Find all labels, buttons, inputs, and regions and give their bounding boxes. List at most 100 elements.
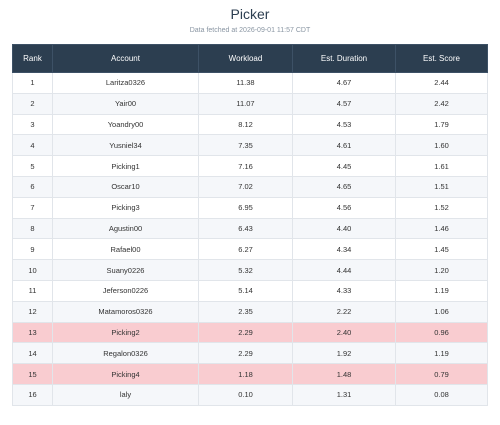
table-cell: Oscar10	[52, 175, 199, 198]
table-cell: Picking1	[52, 155, 199, 177]
table-cell: 4.33	[292, 279, 396, 302]
table-cell: Matamoros0326	[52, 300, 199, 323]
table-cell: 5.14	[198, 279, 293, 302]
table-row: 4 Yusniel34 7.35 4.61 1.60	[12, 134, 488, 157]
page: Picker Data fetched at 2026-09-01 11:57 …	[0, 6, 500, 425]
table-cell: 4	[12, 134, 53, 157]
table-row: 13 Picking2 2.29 2.40 0.96	[12, 321, 488, 344]
table-cell: 1.46	[395, 217, 488, 240]
table-cell: 1.79	[395, 113, 488, 136]
table-cell: 6	[12, 175, 53, 198]
table-cell: 1.61	[395, 155, 488, 177]
table-cell: 7.16	[198, 155, 293, 177]
table-cell: 0.79	[395, 363, 488, 385]
table-cell: 4.53	[292, 113, 396, 136]
table-cell: 0.10	[198, 383, 293, 406]
table-cell: 7	[12, 196, 53, 219]
table-cell: 1.06	[395, 300, 488, 323]
table-cell: 1.19	[395, 342, 488, 365]
table-row: 8 Agustin00 6.43 4.40 1.46	[12, 217, 488, 240]
page-subtitle: Data fetched at 2026-09-01 11:57 CDT	[189, 27, 311, 34]
table-row: 5 Picking1 7.16 4.45 1.61	[12, 155, 488, 177]
table-row: 2 Yair00 11.07 4.57 2.42	[12, 92, 488, 115]
table-cell: 6.95	[198, 196, 293, 219]
table-cell: Picking2	[52, 321, 199, 344]
table-cell: 4.57	[292, 92, 396, 115]
table-cell: 6.27	[198, 238, 293, 261]
table-row: 6 Oscar10 7.02 4.65 1.51	[12, 175, 488, 198]
table-cell: laly	[52, 383, 199, 406]
table-cell: 10	[12, 259, 53, 281]
table-cell: 13	[12, 321, 53, 344]
table-cell: 4.45	[292, 155, 396, 177]
table-cell: 11.07	[198, 92, 293, 115]
table-cell: 1.52	[395, 196, 488, 219]
table-cell: 7.02	[198, 175, 293, 198]
table-cell: 16	[12, 383, 53, 406]
column-header: Workload	[198, 44, 293, 73]
table-row: 14 Regalon0326 2.29 1.92 1.19	[12, 342, 488, 365]
table-cell: 0.08	[395, 383, 488, 406]
table-cell: Suany0226	[52, 259, 199, 281]
table-cell: 2.22	[292, 300, 396, 323]
table-cell: 0.96	[395, 321, 488, 344]
table-cell: 4.34	[292, 238, 396, 261]
table-cell: Yusniel34	[52, 134, 199, 157]
table-cell: Picking3	[52, 196, 199, 219]
table-cell: 4.44	[292, 259, 396, 281]
table-cell: 4.61	[292, 134, 396, 157]
table-cell: 3	[12, 113, 53, 136]
table-cell: 4.65	[292, 175, 396, 198]
table-row: 10 Suany0226 5.32 4.44 1.20	[12, 259, 488, 281]
table-row: 7 Picking3 6.95 4.56 1.52	[12, 196, 488, 219]
table-cell: 1.19	[395, 279, 488, 302]
table-cell: Rafael00	[52, 238, 199, 261]
column-header: Rank	[12, 44, 53, 73]
table-row: 9 Rafael00 6.27 4.34 1.45	[12, 238, 488, 261]
table-row: 11 Jeferson0226 5.14 4.33 1.19	[12, 279, 488, 302]
table-cell: Yair00	[52, 92, 199, 115]
table-cell: 12	[12, 300, 53, 323]
table-cell: Laritza0326	[52, 72, 199, 94]
table-cell: 2.44	[395, 72, 488, 94]
table-cell: 15	[12, 363, 53, 385]
header-row: Rank Account Workload Est. Duration Est. Sco…	[12, 44, 488, 73]
table-cell: 9	[12, 238, 53, 261]
data-table: Rank Account Workload Est. Duration Est. Sco…	[12, 44, 488, 406]
table-cell: 2	[12, 92, 53, 115]
table-cell: 1.20	[395, 259, 488, 281]
table-cell: 5	[12, 155, 53, 177]
table-cell: 11	[12, 279, 53, 302]
table-cell: 1.51	[395, 175, 488, 198]
table-cell: 1	[12, 72, 53, 94]
table-row: 15 Picking4 1.18 1.48 0.79	[12, 363, 488, 385]
table-cell: 2.42	[395, 92, 488, 115]
table-cell: 1.60	[395, 134, 488, 157]
table-cell: 1.48	[292, 363, 396, 385]
column-header: Account	[52, 44, 199, 73]
column-header: Est. Duration	[292, 44, 396, 73]
table-cell: 4.40	[292, 217, 396, 240]
table-cell: 2.40	[292, 321, 396, 344]
column-header: Est. Score	[395, 44, 488, 73]
table-head: Rank Account Workload Est. Duration Est. Sco…	[12, 44, 488, 73]
table-cell: 5.32	[198, 259, 293, 281]
table-cell: Yoandry00	[52, 113, 199, 136]
table-cell: 1.31	[292, 383, 396, 406]
table-cell: 1.18	[198, 363, 293, 385]
table-cell: 7.35	[198, 134, 293, 157]
table-cell: 1.92	[292, 342, 396, 365]
table-cell: 8.12	[198, 113, 293, 136]
table-cell: 4.56	[292, 196, 396, 219]
table-cell: 11.38	[198, 72, 293, 94]
table-cell: 2.29	[198, 321, 293, 344]
table-cell: Picking4	[52, 363, 199, 385]
table-cell: Regalon0326	[52, 342, 199, 365]
table-body: 1 Laritza0326 11.38 4.67 2.44 2 Yair00 11.07 4.5…	[12, 72, 488, 406]
table-cell: Jeferson0226	[52, 279, 199, 302]
table-cell: Agustin00	[52, 217, 199, 240]
table-row: 1 Laritza0326 11.38 4.67 2.44	[12, 72, 488, 94]
table-cell: 2.35	[198, 300, 293, 323]
table-cell: 6.43	[198, 217, 293, 240]
table-cell: 14	[12, 342, 53, 365]
